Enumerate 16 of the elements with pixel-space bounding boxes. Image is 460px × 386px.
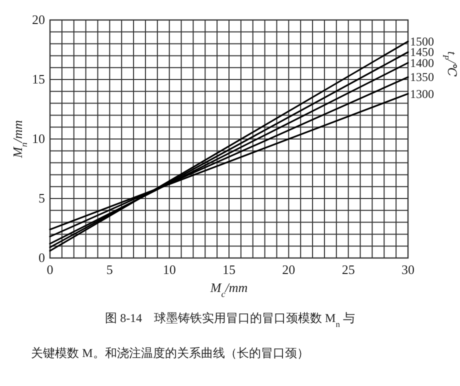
x-tick-label: 15 (222, 262, 236, 277)
y-tick-label: 20 (32, 12, 45, 27)
x-tick-label: 5 (106, 262, 113, 277)
x-tick-label: 10 (162, 262, 176, 277)
x-tick-label: 25 (342, 262, 355, 277)
x-tick-label: 30 (402, 262, 414, 277)
x-axis-title: M$_{c}$/mm (209, 280, 248, 299)
x-tick-label: 20 (282, 262, 296, 277)
y-tick-label: 15 (32, 72, 45, 86)
caption: 图 8-14 球墨铸铁实用冒口的冒口颈模数 M$_{n}$ 与 (105, 311, 355, 328)
y-tick-label: 5 (38, 190, 45, 206)
y-tick-label: 10 (32, 131, 45, 146)
series-label: 1350 (410, 70, 434, 84)
series-label: 1300 (410, 86, 434, 101)
text: 关键模数 M。和浇注温度的关系曲线（长的冒口颈） (31, 346, 309, 360)
y-tick-label: 0 (38, 250, 45, 265)
